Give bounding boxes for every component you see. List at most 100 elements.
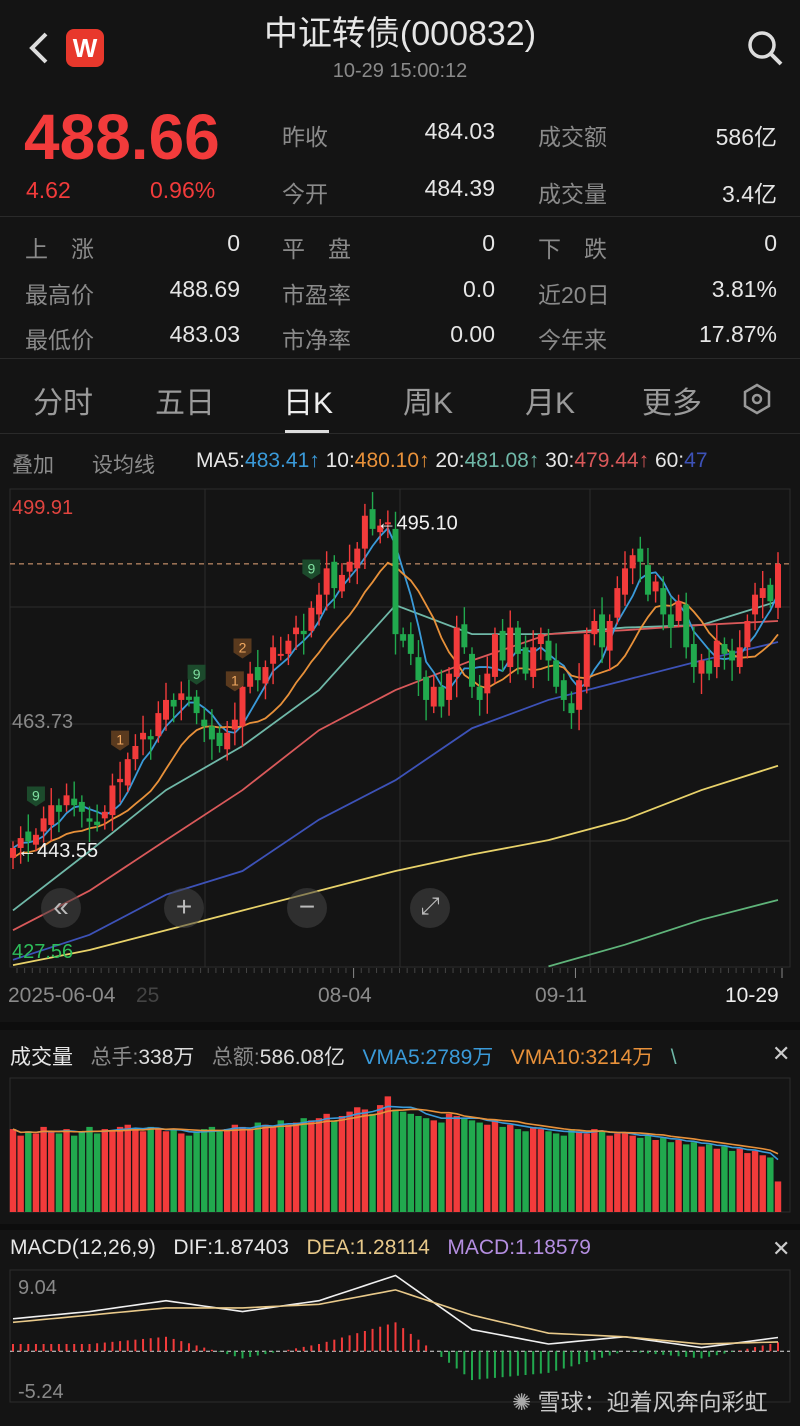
volume-title: 成交量 (10, 1046, 73, 1069)
candle (423, 670, 430, 721)
dea-line (12, 1289, 779, 1345)
tab-0[interactable]: 分时 (33, 387, 93, 420)
volume-bar (93, 1133, 101, 1212)
breadth-label: 市净率 (282, 327, 351, 353)
candle (461, 607, 468, 654)
scroll-left-button[interactable]: « (41, 888, 81, 928)
candle (759, 570, 766, 619)
settings-hexagon-icon[interactable] (740, 382, 774, 416)
volume-bar (514, 1129, 522, 1212)
candlestick-chart[interactable]: 9 1 9 1 2 9 499.91 463.73 427.56 ←495.10 ←443.55 (0, 486, 800, 970)
candle (767, 578, 774, 608)
tab-2[interactable]: 日K (283, 387, 334, 420)
vma5-line (12, 1105, 779, 1161)
breadth-value: 3.81% (711, 276, 777, 302)
volume-bar (430, 1120, 437, 1212)
price-annotation: ←443.55 (17, 840, 98, 862)
macd-chart[interactable]: 9.04 -5.24 (0, 1268, 800, 1404)
ma-value: 47 (684, 449, 708, 472)
y-min-label: 427.56 (12, 941, 73, 963)
candle (683, 592, 690, 659)
candle (729, 638, 736, 681)
candle (469, 647, 475, 698)
volume-bar (323, 1113, 330, 1212)
candle (316, 582, 322, 626)
ma-value: 481.08↑ (464, 449, 540, 472)
candle (216, 726, 223, 753)
volume-bar (461, 1118, 468, 1212)
macd-header: MACD(12,26,9) DIF:1.87403 DEA:1.28114 MA… (10, 1236, 591, 1260)
ma-name: 20: (435, 449, 465, 472)
ma-name: 30: (545, 449, 575, 472)
volume-bar (185, 1135, 193, 1212)
candle (262, 660, 269, 700)
ma-value: 483.41↑ (245, 449, 320, 472)
volume-bar (575, 1131, 583, 1212)
candle (308, 601, 315, 638)
svg-text:1: 1 (231, 672, 239, 688)
volume-bar (361, 1109, 369, 1212)
back-arrow-icon[interactable] (24, 28, 54, 68)
candle (78, 795, 85, 828)
set-ma-button[interactable]: 设均线 (92, 454, 155, 477)
candle (377, 519, 384, 544)
candle (48, 788, 55, 841)
volume-bar (476, 1122, 483, 1212)
candle (155, 701, 162, 743)
volume-bar (522, 1131, 529, 1212)
candle (721, 637, 728, 670)
macd-value: MACD:1.18579 (447, 1236, 591, 1259)
candle (736, 630, 743, 674)
breadth-label: 近20日 (538, 282, 610, 308)
tab-4[interactable]: 月K (525, 387, 576, 420)
tab-5[interactable]: 更多 (642, 387, 702, 420)
tab-1[interactable]: 五日 (155, 387, 215, 420)
candle (346, 544, 353, 583)
close-macd-button[interactable]: ✕ (772, 1236, 791, 1261)
candle (170, 693, 177, 723)
breadth-value: 0.00 (450, 321, 495, 347)
total-amount: 586.08亿 (259, 1046, 345, 1069)
volume-bar (698, 1146, 705, 1212)
candle (576, 663, 583, 731)
zoom-out-button[interactable]: − (287, 888, 327, 928)
volume-bar (369, 1113, 376, 1212)
candle (591, 609, 598, 646)
volume-chart[interactable] (0, 1076, 800, 1216)
candle (667, 597, 674, 648)
close-volume-button[interactable]: ✕ (772, 1041, 791, 1066)
volume-bar (308, 1120, 315, 1212)
fullscreen-button[interactable]: ⤢ (410, 888, 450, 928)
volume-bar (583, 1133, 590, 1212)
overlay-button[interactable]: 叠加 (12, 454, 54, 477)
plot-frame (9, 1269, 791, 1403)
breadth-value: 488.69 (169, 276, 240, 302)
candle (599, 597, 606, 664)
zoom-in-button[interactable]: + (164, 888, 204, 928)
candle (499, 619, 506, 672)
candle (545, 628, 552, 681)
candle (331, 555, 338, 609)
candle (522, 635, 529, 681)
candle (201, 707, 208, 743)
volume-bar (667, 1142, 675, 1212)
volume-bar (162, 1131, 170, 1212)
volume-bar (721, 1146, 728, 1212)
volume-bar (78, 1131, 86, 1212)
page-title: 中证转债(000832) (263, 15, 537, 53)
volume-bar (55, 1133, 63, 1212)
search-icon[interactable] (745, 28, 785, 68)
price-change: 4.62 (26, 177, 71, 203)
ma-name: 60: (654, 449, 685, 472)
candle (583, 627, 590, 694)
candle (101, 805, 108, 830)
breadth-label: 今年来 (538, 327, 607, 353)
breadth-label: 下 跌 (538, 236, 607, 262)
candle (55, 798, 62, 833)
volume-bar (675, 1140, 682, 1212)
volume-bar (48, 1131, 55, 1212)
tab-3[interactable]: 周K (403, 387, 454, 420)
app-logo-icon: W (66, 29, 104, 67)
date-label: 25 (136, 984, 160, 1007)
macd-dif: DIF:1.87403 (173, 1236, 289, 1259)
